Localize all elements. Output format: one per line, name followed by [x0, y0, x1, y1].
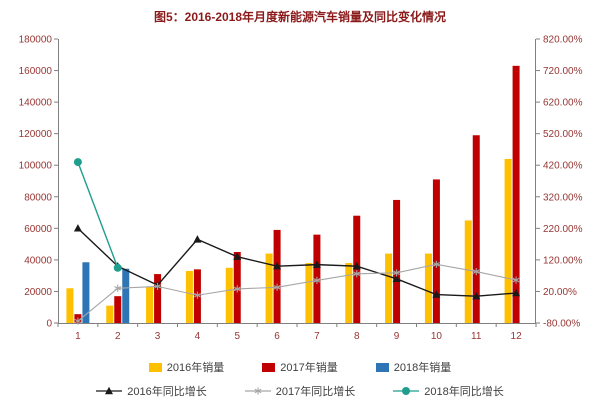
legend-row-bars: 2016年销量 2017年销量 2018年销量 — [148, 359, 452, 375]
svg-text:20000: 20000 — [24, 287, 52, 298]
svg-text:0: 0 — [46, 319, 52, 330]
legend-item-2018-sales: 2018年销量 — [375, 359, 452, 375]
svg-text:520.00%: 520.00% — [543, 129, 583, 140]
svg-text:7: 7 — [314, 331, 320, 342]
black-triangle-line-icon — [96, 385, 123, 397]
yellow-bar-swatch-icon — [148, 362, 162, 372]
legend-item-2016-yoy: 2016年同比增长 — [96, 383, 207, 399]
svg-text:620.00%: 620.00% — [543, 98, 583, 109]
svg-text:160000: 160000 — [19, 66, 53, 77]
svg-text:3: 3 — [155, 331, 161, 342]
gray-star-line-icon — [244, 385, 271, 397]
legend-item-2017-yoy: 2017年同比增长 — [244, 383, 356, 399]
legend-item-2017-sales: 2017年销量 — [262, 359, 338, 375]
legend-item-2018-yoy: 2018年同比增长 — [393, 383, 504, 399]
legend-label-2017-yoy: 2017年同比增长 — [275, 386, 356, 398]
legend-label-2018-sales: 2018年销量 — [393, 362, 452, 374]
svg-text:11: 11 — [471, 331, 482, 342]
sales-yoy-combo-chart: 0 20000 40000 60000 80000 100000 120000 140000 1… — [19, 35, 583, 343]
svg-text:-80.00%: -80.00% — [543, 319, 580, 330]
svg-text:5: 5 — [234, 331, 240, 342]
red-bar-swatch-icon — [262, 362, 276, 372]
svg-text:120.00%: 120.00% — [543, 255, 583, 266]
legend-item-2016-sales: 2016年销量 — [148, 359, 225, 375]
legend-label-2018-yoy: 2018年同比增长 — [424, 386, 504, 398]
svg-text:40000: 40000 — [24, 255, 52, 266]
svg-text:80000: 80000 — [24, 192, 52, 203]
svg-text:6: 6 — [274, 331, 280, 342]
svg-text:2: 2 — [115, 331, 121, 342]
svg-text:420.00%: 420.00% — [543, 161, 583, 172]
legend-label-2017-sales: 2017年销量 — [280, 362, 338, 374]
legend-row-lines: 2016年同比增长 2017年同比增长 2018年同比增长 — [96, 383, 504, 399]
chart-legend: 2016年销量 2017年销量 2018年销量 2016年同比增长 2017年同… — [0, 359, 600, 399]
svg-text:12: 12 — [511, 331, 523, 342]
svg-text:120000: 120000 — [19, 129, 53, 140]
chart-title: 图5：2016-2018年月度新能源汽车销量及同比变化情况 — [153, 10, 447, 24]
svg-text:220.00%: 220.00% — [543, 224, 583, 235]
svg-text:9: 9 — [394, 331, 400, 342]
teal-circle-line-icon — [393, 385, 420, 397]
svg-text:820.00%: 820.00% — [543, 35, 583, 46]
svg-text:1: 1 — [75, 331, 81, 342]
legend-label-2016-yoy: 2016年同比增长 — [127, 386, 207, 398]
svg-text:10: 10 — [431, 331, 443, 342]
svg-text:60000: 60000 — [24, 224, 52, 235]
svg-text:100000: 100000 — [19, 161, 53, 172]
svg-text:720.00%: 720.00% — [543, 66, 583, 77]
svg-text:140000: 140000 — [19, 98, 53, 109]
blue-bar-swatch-icon — [375, 362, 389, 372]
svg-text:4: 4 — [195, 331, 201, 342]
svg-text:320.00%: 320.00% — [543, 192, 583, 203]
legend-label-2016-sales: 2016年销量 — [166, 362, 225, 374]
svg-text:180000: 180000 — [19, 35, 53, 46]
svg-text:8: 8 — [354, 331, 360, 342]
svg-text:20.00%: 20.00% — [543, 287, 577, 298]
